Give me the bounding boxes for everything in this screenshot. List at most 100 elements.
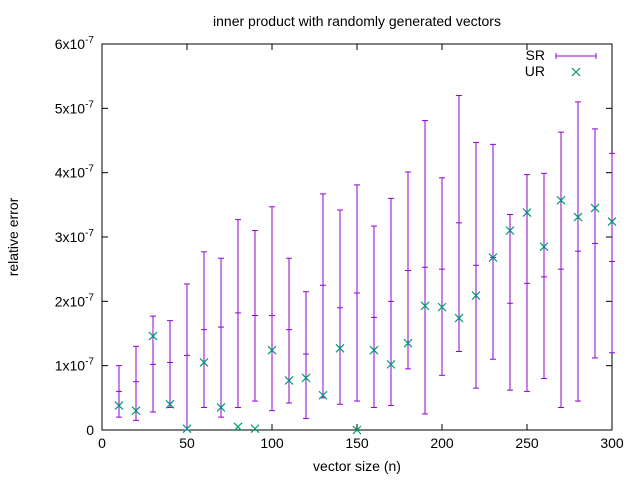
ur-series <box>114 195 617 435</box>
x-tick-label: 50 <box>179 435 195 451</box>
x-axis: 0 50 100 150 200 250 300 <box>98 44 624 451</box>
ur-point-stroke <box>420 301 430 311</box>
ur-point-stroke <box>182 424 192 434</box>
ur-point-stroke <box>216 403 226 412</box>
ur-point <box>318 390 328 400</box>
ur-point <box>267 345 277 355</box>
y-tick-mantissa: 2x10 <box>55 293 86 309</box>
ur-point-stroke <box>352 425 362 435</box>
ur-point <box>114 401 124 410</box>
ur-point-stroke <box>114 401 124 410</box>
y-tick-mantissa: 3x10 <box>55 229 86 245</box>
ur-point-stroke <box>250 424 260 434</box>
ur-point-stroke <box>301 373 311 383</box>
ur-point <box>454 313 464 323</box>
y-tick-label: 4x10-7 <box>55 164 95 181</box>
y-tick-exponent: -7 <box>85 292 94 303</box>
y-tick-mantissa: 1x10 <box>55 358 86 374</box>
ur-point-stroke <box>573 212 583 222</box>
ur-point <box>420 301 430 311</box>
ur-point <box>199 358 209 367</box>
sr-errorbar <box>439 177 445 376</box>
x-axis-title: vector size (n) <box>313 458 401 474</box>
ur-point-stroke <box>556 195 566 205</box>
ur-point-stroke <box>233 422 243 432</box>
sr-errorbar <box>507 213 513 391</box>
ur-point-stroke <box>131 406 141 416</box>
ur-point-stroke <box>284 376 294 385</box>
ur-point-stroke <box>437 302 447 312</box>
ur-point <box>148 331 158 341</box>
x-tick-label: 0 <box>98 435 106 451</box>
y-tick-exponent: -7 <box>85 164 94 175</box>
sr-series <box>116 94 615 431</box>
ur-point <box>352 425 362 435</box>
y-tick-label: 2x10-7 <box>55 292 95 309</box>
legend-ur-stroke <box>571 67 581 77</box>
ur-point-stroke <box>539 242 549 252</box>
sr-errorbar <box>575 101 581 402</box>
ur-point <box>607 217 617 226</box>
sr-errorbar <box>473 141 479 389</box>
ur-point <box>301 373 311 383</box>
sr-errorbar <box>422 120 428 415</box>
sr-errorbar <box>116 365 122 418</box>
ur-point-stroke <box>335 343 345 353</box>
ur-point <box>590 203 600 213</box>
legend-label-ur: UR <box>525 63 545 79</box>
ur-point-stroke <box>471 291 481 300</box>
y-tick-mantissa: 6x10 <box>55 36 86 52</box>
ur-point <box>165 399 175 409</box>
x-tick-label: 250 <box>515 435 539 451</box>
legend-sample-sr <box>555 53 597 59</box>
sr-errorbar <box>405 171 411 370</box>
ur-point <box>335 343 345 353</box>
ur-point <box>182 424 192 434</box>
y-tick-exponent: -7 <box>85 99 94 110</box>
ur-point <box>131 406 141 416</box>
ur-point <box>233 422 243 432</box>
legend: SR UR <box>525 47 597 79</box>
sr-errorbar <box>269 206 275 412</box>
sr-errorbar <box>150 315 156 413</box>
y-tick-label: 0 <box>86 422 94 438</box>
ur-point-stroke <box>488 253 498 263</box>
sr-errorbar <box>456 94 462 353</box>
legend-sample-ur <box>571 67 581 77</box>
y-tick-label: 6x10-7 <box>55 35 95 52</box>
ur-point-stroke <box>522 208 532 217</box>
sr-errorbar <box>286 257 292 404</box>
sr-errorbar <box>592 128 598 359</box>
y-tick-exponent: -7 <box>85 228 94 239</box>
ur-point <box>522 208 532 217</box>
sr-errorbar <box>490 143 496 360</box>
y-tick-exponent: -7 <box>85 35 94 46</box>
ur-point <box>488 253 498 263</box>
sr-errorbar <box>167 320 173 408</box>
ur-point-stroke <box>267 345 277 355</box>
y-tick-label: 1x10-7 <box>55 357 95 374</box>
ur-point-stroke <box>165 399 175 409</box>
sr-errorbar <box>337 209 343 405</box>
sr-errorbar <box>371 225 377 408</box>
sr-errorbar <box>201 251 207 408</box>
ur-point <box>437 302 447 312</box>
sr-errorbar <box>354 184 360 402</box>
chart-title: inner product with randomly generated ve… <box>213 13 501 29</box>
x-tick-label: 200 <box>430 435 454 451</box>
sr-errorbar <box>524 174 530 392</box>
y-tick-mantissa: 0 <box>86 422 94 438</box>
sr-errorbar <box>541 172 547 380</box>
y-tick-mantissa: 5x10 <box>55 100 86 116</box>
sr-errorbar <box>133 345 139 421</box>
legend-label-sr: SR <box>526 47 545 63</box>
ur-point-stroke <box>369 345 379 355</box>
ur-point <box>284 376 294 385</box>
sr-errorbar <box>252 230 258 402</box>
ur-point <box>539 242 549 252</box>
sr-errorbar <box>320 193 326 399</box>
ur-point-stroke <box>199 358 209 367</box>
y-tick-mantissa: 4x10 <box>55 165 86 181</box>
